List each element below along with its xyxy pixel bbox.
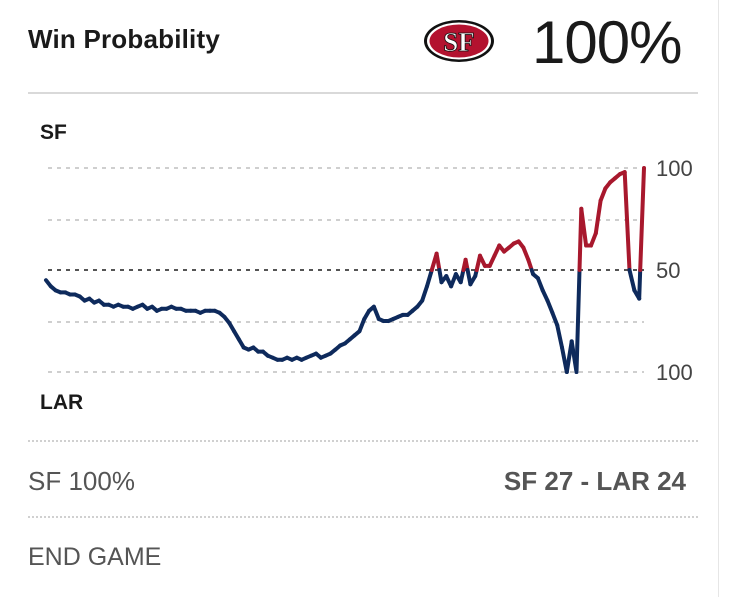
line-segment bbox=[637, 268, 643, 301]
series-sf-win-probability bbox=[44, 166, 646, 374]
card-title: Win Probability bbox=[28, 24, 220, 54]
line-segment bbox=[627, 268, 637, 293]
line-segment bbox=[574, 268, 582, 374]
winner-probability-text: SF 100% bbox=[28, 466, 135, 496]
y-tick-bottom: 100 bbox=[656, 360, 693, 385]
line-segment bbox=[545, 298, 555, 315]
score-b: 24 bbox=[657, 466, 686, 496]
status-divider bbox=[28, 516, 698, 518]
line-segment bbox=[638, 166, 646, 272]
chart-bottom-team-label: LAR bbox=[40, 391, 84, 414]
y-tick-mid: 50 bbox=[656, 258, 680, 283]
score-team-b: LAR bbox=[596, 466, 650, 496]
line-segment bbox=[458, 268, 466, 285]
svg-text:SF: SF bbox=[443, 27, 475, 57]
line-segment bbox=[371, 304, 381, 321]
line-segment bbox=[550, 310, 560, 328]
line-segment bbox=[589, 231, 598, 248]
chart-divider bbox=[28, 440, 698, 442]
line-segment bbox=[579, 206, 589, 248]
line-segment bbox=[622, 170, 632, 272]
score-a: 27 bbox=[544, 466, 574, 496]
line-segment bbox=[434, 251, 442, 272]
line-segment bbox=[593, 198, 603, 236]
final-score: SF 27 - LAR 24 bbox=[504, 466, 686, 497]
game-status: END GAME bbox=[28, 543, 162, 571]
line-segment bbox=[420, 284, 429, 303]
49ers-logo-icon: SF bbox=[424, 20, 494, 62]
line-segment bbox=[425, 268, 434, 289]
y-tick-top: 100 bbox=[656, 156, 693, 181]
chart-top-team-label: SF bbox=[40, 121, 67, 144]
line-segment bbox=[521, 245, 531, 262]
line-segment bbox=[555, 323, 564, 350]
line-segment bbox=[357, 317, 367, 334]
win-probability-chart: 100 50 100 bbox=[44, 156, 693, 385]
header-divider bbox=[28, 92, 698, 94]
score-separator: - bbox=[573, 466, 597, 496]
win-probability-value: 100% bbox=[532, 9, 682, 76]
line-segment bbox=[598, 186, 608, 203]
score-team-a: SF bbox=[503, 466, 538, 496]
line-segment bbox=[535, 276, 545, 293]
